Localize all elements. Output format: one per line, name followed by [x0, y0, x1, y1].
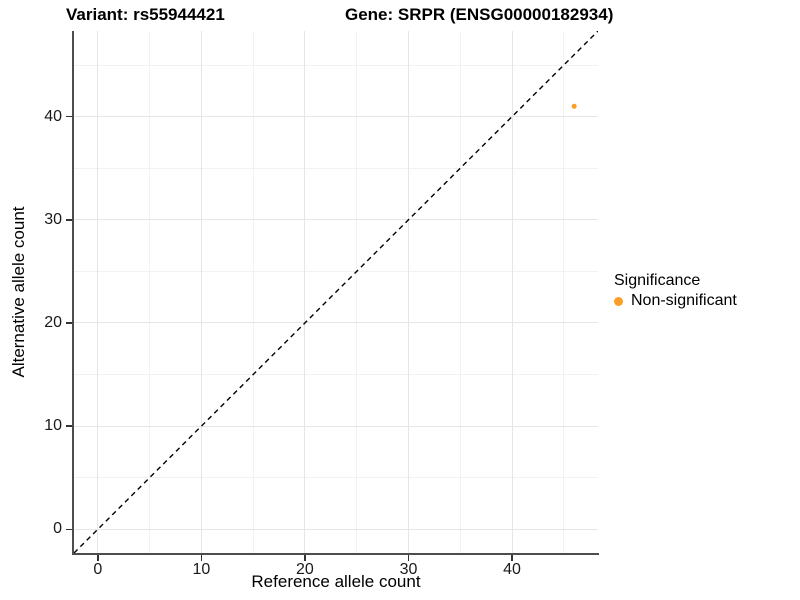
- x-tick-label: 30: [399, 561, 418, 578]
- v-gridline-minor: [356, 31, 358, 553]
- v-gridline-minor: [149, 31, 151, 553]
- h-gridline-minor: [74, 270, 598, 272]
- y-tick-mark: [66, 425, 72, 427]
- h-gridline-major: [74, 219, 598, 221]
- h-gridline-minor: [74, 374, 598, 376]
- plot-title-variant: Variant: rs55944421: [66, 5, 225, 24]
- x-tick-mark: [511, 555, 513, 561]
- v-gridline-minor: [252, 31, 254, 553]
- x-axis-title: Reference allele count: [251, 572, 421, 591]
- y-tick-mark: [66, 528, 72, 531]
- x-axis-line: [72, 553, 599, 555]
- y-tick-label: 20: [44, 313, 62, 331]
- legend-title: Significance: [614, 272, 701, 289]
- legend: Significance Non-significant: [614, 272, 737, 310]
- legend-item: Non-significant: [614, 292, 737, 310]
- h-gridline-minor: [74, 64, 598, 66]
- y-axis-line: [72, 31, 74, 555]
- v-gridline-major: [304, 31, 306, 553]
- x-tick-label: 40: [503, 561, 521, 578]
- x-tick-mark: [97, 555, 99, 561]
- data-point: [571, 103, 577, 109]
- v-gridline-minor: [459, 31, 461, 553]
- h-gridline-major: [74, 528, 598, 530]
- h-gridline-minor: [74, 477, 598, 479]
- legend-items: Non-significant: [614, 292, 737, 310]
- x-tick-mark: [407, 555, 410, 561]
- x-tick-label: 10: [192, 561, 211, 578]
- v-gridline-major: [200, 31, 202, 553]
- y-tick-mark: [66, 322, 72, 324]
- h-gridline-major: [74, 322, 598, 324]
- plot-area: [74, 31, 598, 553]
- y-tick-label: 0: [53, 520, 62, 538]
- h-gridline-major: [74, 425, 598, 427]
- x-tick-label: 20: [296, 561, 314, 578]
- x-tick-mark: [304, 555, 306, 561]
- plot-panel: [74, 31, 598, 553]
- legend-point-icon: [614, 296, 623, 306]
- v-gridline-minor: [563, 31, 565, 553]
- x-tick-label: 0: [93, 561, 103, 578]
- plot-title-gene: Gene: SRPR (ENSG00000182934): [345, 5, 614, 24]
- y-tick-label: 10: [44, 417, 62, 435]
- y-axis-title: Alternative allele count: [9, 206, 28, 378]
- v-gridline-major: [511, 31, 513, 553]
- y-tick-label: 40: [44, 107, 62, 125]
- v-gridline-major: [97, 31, 99, 553]
- h-gridline-major: [74, 116, 598, 118]
- v-gridline-major: [407, 31, 409, 553]
- y-tick-label: 30: [44, 210, 62, 228]
- h-gridline-minor: [74, 167, 598, 169]
- x-tick-mark: [200, 555, 203, 561]
- identity-line: [74, 31, 598, 553]
- legend-item-label: Non-significant: [631, 292, 737, 309]
- y-tick-mark: [66, 219, 72, 221]
- y-tick-mark: [66, 115, 72, 118]
